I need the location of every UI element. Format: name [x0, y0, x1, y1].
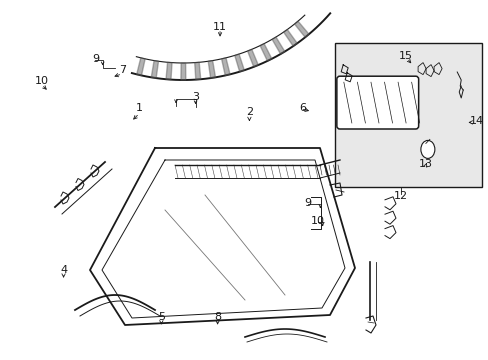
Text: 8: 8 [214, 312, 221, 322]
Text: 9: 9 [304, 198, 311, 208]
Polygon shape [234, 54, 244, 72]
Text: 13: 13 [418, 159, 431, 169]
Text: 5: 5 [158, 312, 164, 322]
Text: 15: 15 [398, 51, 412, 61]
Text: 3: 3 [192, 92, 199, 102]
Polygon shape [166, 62, 172, 80]
Polygon shape [271, 37, 284, 54]
Text: 10: 10 [35, 76, 48, 86]
Ellipse shape [420, 140, 434, 158]
Text: 6: 6 [299, 103, 306, 113]
Polygon shape [247, 49, 258, 67]
Polygon shape [221, 58, 229, 76]
Text: 14: 14 [469, 116, 483, 126]
Polygon shape [283, 30, 297, 46]
Text: 12: 12 [393, 191, 407, 201]
Polygon shape [194, 62, 200, 80]
Text: 2: 2 [245, 107, 252, 117]
Text: 7: 7 [119, 65, 125, 75]
Polygon shape [208, 60, 215, 78]
Polygon shape [151, 60, 158, 78]
Text: 1: 1 [136, 103, 142, 113]
FancyBboxPatch shape [336, 76, 418, 129]
Polygon shape [294, 21, 308, 37]
Text: 10: 10 [310, 216, 324, 226]
Polygon shape [181, 63, 185, 80]
Polygon shape [137, 58, 145, 76]
Bar [334, 43, 481, 187]
Text: 4: 4 [60, 265, 67, 275]
Text: 11: 11 [213, 22, 226, 32]
Text: 9: 9 [92, 54, 99, 64]
Polygon shape [260, 44, 271, 61]
